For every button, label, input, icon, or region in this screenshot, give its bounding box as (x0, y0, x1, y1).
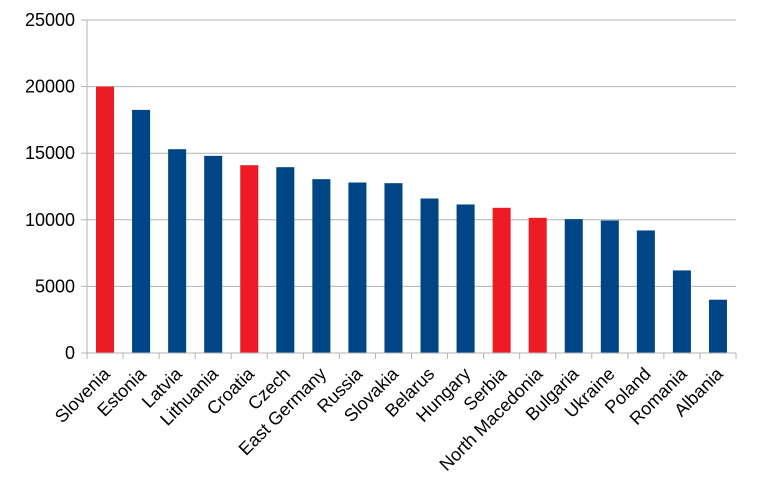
y-tick-label: 10000 (25, 210, 75, 230)
bar-croatia (240, 165, 259, 353)
bar-poland (636, 230, 655, 353)
bar-latvia (168, 149, 187, 353)
bar-ukraine (600, 220, 619, 353)
bars (96, 86, 727, 353)
bar-east-germany (312, 179, 331, 353)
bar-bulgaria (564, 219, 583, 353)
y-tick-label: 0 (65, 343, 75, 363)
x-axis-tick-labels: SloveniaEstoniaLatviaLithuaniaCroatiaCze… (51, 363, 728, 475)
gridlines (87, 19, 736, 287)
y-tick-label: 25000 (25, 10, 75, 30)
y-tick-label: 15000 (25, 143, 75, 163)
bar-lithuania (204, 155, 223, 353)
bar-north-macedonia (528, 217, 547, 353)
bar-belarus (420, 198, 439, 353)
y-tick-label: 5000 (35, 276, 75, 296)
bar-albania (708, 299, 727, 353)
bar-slovakia (384, 183, 403, 353)
bar-russia (348, 182, 367, 353)
axes (81, 19, 737, 359)
bar-estonia (132, 109, 151, 353)
bar-serbia (492, 207, 511, 353)
bar-romania (672, 270, 691, 353)
y-axis-tick-labels: 0 5000 10000 15000 20000 25000 (25, 10, 75, 363)
y-tick-label: 20000 (25, 77, 75, 97)
bar-hungary (456, 204, 475, 353)
bar-slovenia (96, 86, 115, 353)
bar-czech (276, 167, 295, 353)
